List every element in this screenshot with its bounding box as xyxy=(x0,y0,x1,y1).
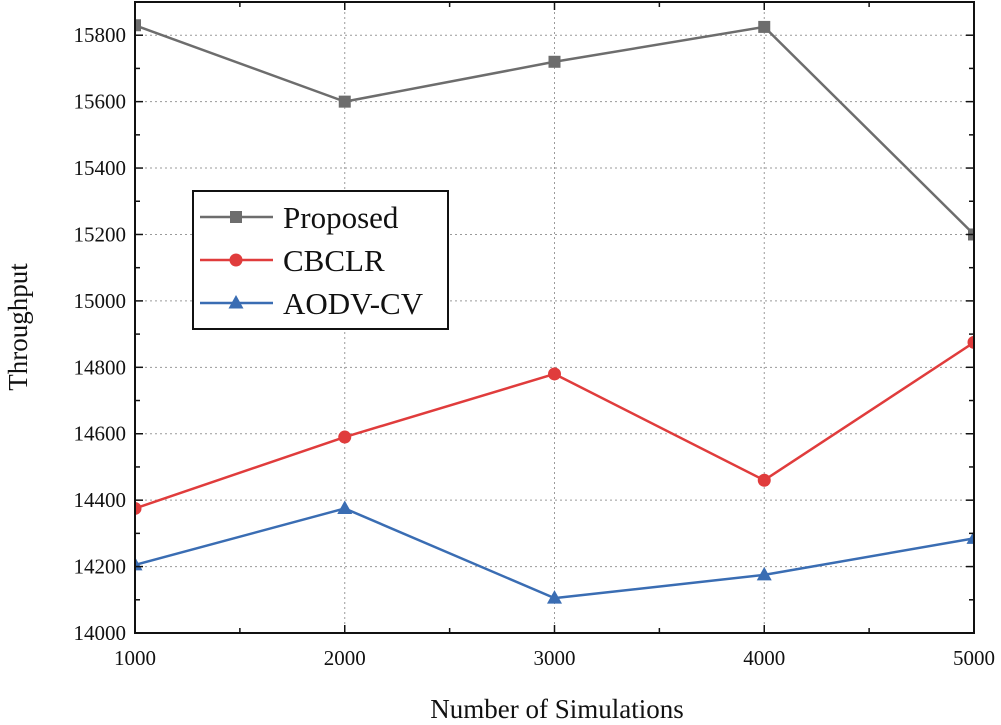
series-layer xyxy=(135,19,974,604)
legend-item-cbclr: CBCLR xyxy=(200,243,385,278)
data-point-proposed xyxy=(135,19,141,32)
data-point-proposed xyxy=(338,95,351,108)
y-tick-label: 15800 xyxy=(74,23,127,47)
legend-item-aodv-cv: AODV-CV xyxy=(200,286,424,321)
data-point-aodv-cv xyxy=(756,566,772,581)
series-proposed xyxy=(135,19,974,241)
x-tick-label: 4000 xyxy=(743,646,785,670)
data-point-cbclr xyxy=(338,430,352,444)
y-tick-label: 14200 xyxy=(74,555,127,579)
data-point-cbclr xyxy=(548,367,561,381)
y-tick-label: 14600 xyxy=(74,422,127,446)
legend-marker xyxy=(228,295,244,309)
data-point-aodv-cv xyxy=(337,500,353,514)
x-tick-label: 5000 xyxy=(953,646,995,670)
y-tick-label: 15000 xyxy=(74,289,127,313)
data-point-proposed xyxy=(548,55,561,68)
axis-ticks xyxy=(134,2,975,634)
legend: Proposed CBCLR AODV-CV xyxy=(192,190,449,330)
legend-label: Proposed xyxy=(283,200,399,235)
x-axis-title: Number of Simulations xyxy=(430,694,683,724)
tick-labels: 14000 14200 14400 14600 14800 15000 15200 15400… xyxy=(74,23,996,670)
legend-item-proposed: Proposed xyxy=(200,200,399,235)
y-tick-label: 14000 xyxy=(74,621,127,645)
legend-label: CBCLR xyxy=(283,243,385,278)
data-point-aodv-cv xyxy=(547,590,562,604)
legend-marker xyxy=(229,253,243,267)
series-cbclr xyxy=(135,335,974,515)
legend-marker xyxy=(230,211,242,223)
y-tick-label: 15200 xyxy=(74,222,127,246)
data-point-proposed xyxy=(758,20,771,33)
legend-label: AODV-CV xyxy=(283,286,424,321)
y-tick-label: 14400 xyxy=(74,488,127,512)
y-tick-label: 15600 xyxy=(74,90,127,114)
y-tick-label: 14800 xyxy=(74,355,127,379)
x-tick-label: 1000 xyxy=(114,646,156,670)
series-aodv-cv xyxy=(135,500,974,604)
data-point-cbclr xyxy=(967,335,974,349)
data-point-cbclr xyxy=(135,501,142,515)
data-point-cbclr xyxy=(757,473,771,487)
x-tick-label: 2000 xyxy=(324,646,366,670)
y-tick-label: 15400 xyxy=(74,156,127,180)
x-tick-label: 3000 xyxy=(534,646,576,670)
y-axis-title: Throughput xyxy=(3,263,33,391)
